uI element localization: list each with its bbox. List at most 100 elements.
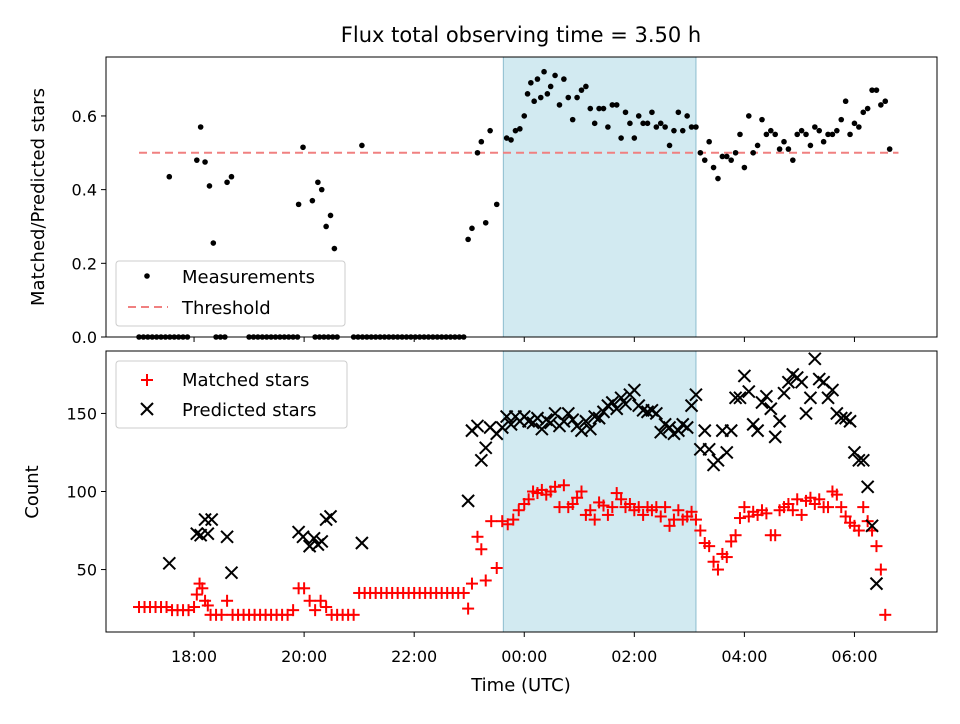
matched-stars-point [654,510,667,523]
matched-stars-point [839,510,852,523]
predicted-stars-point [728,391,743,405]
matched-stars-point [720,551,733,564]
measurement-point [578,87,585,93]
matched-stars-point [835,501,848,514]
matched-stars-point [190,588,203,601]
matched-stars-point [549,480,562,493]
measurement-point [834,127,840,134]
measurement-point [503,135,510,141]
measurement-point [537,94,544,101]
predicted-stars-point [843,414,857,428]
measurement-point [719,153,726,160]
predicted-stars-point [521,414,536,428]
matched-stars-point [215,608,228,621]
matched-stars-point [791,493,804,506]
measurement-point [873,87,880,93]
measurement-point [521,113,528,119]
measurement-point [820,138,827,145]
measurement-point [596,105,602,112]
matched-stars-point [314,594,327,607]
measurement-point [715,175,721,182]
x-tick-label: 04:00 [721,647,767,666]
measurement-point [487,127,493,134]
matched-stars-point [813,493,826,506]
measurement-point [842,98,849,105]
x-tick-label: 22:00 [391,647,437,666]
measurement-point [166,173,173,180]
predicted-stars-point [565,412,580,427]
measurement-point [759,116,765,123]
ratio-panel-y-axis: 0.0 0.2 0.4 0.6 [72,107,106,347]
matched-stars-point [804,491,817,504]
measurement-point [528,79,534,86]
matched-stars-point [201,599,214,612]
predicted-stars-point [768,430,782,444]
measurement-point [331,245,338,252]
measurement-point [856,124,862,130]
measurement-point [860,109,867,116]
measurement-point [605,124,611,130]
ratio-panel-frame [105,56,938,338]
y-tick-label: 0.0 [72,328,97,347]
measurements-legend-marker [144,273,150,279]
measurement-point [657,120,664,127]
measurement-point [517,126,523,132]
measurement-point [882,98,889,105]
measurement-point [671,127,677,134]
y-tick-label: 100 [66,483,97,502]
matched-stars-point [870,540,883,553]
count-legend-box [115,360,348,429]
measurement-point [493,201,500,208]
count-panel: 50 100 150 18:00 20:00 22:00 00:00 02:00 04:00 0… [22,350,938,666]
matched-stars-point [320,601,333,614]
measurement-point [622,109,629,116]
y-tick-label: 0.2 [72,254,97,273]
measurement-point [768,127,774,134]
x-tick-label: 00:00 [501,647,547,666]
measurement-point [745,113,752,119]
predicted-stars-point [671,423,686,438]
predicted-stars-point [724,423,738,438]
measurement-point [524,91,531,97]
measurement-point [323,223,329,230]
predicted-stars-point [746,417,760,432]
ratio-panel-y-label: Matched/Predicted stars [28,88,49,306]
y-tick-label: 150 [66,404,97,423]
measurement-point [359,142,365,149]
measurement-point [829,131,836,138]
matched-stars-point [475,543,488,556]
predicted-stars-legend-label: Predicted stars [182,400,316,421]
measurement-point [544,91,551,97]
measurement-point [763,131,770,138]
measurement-point [688,124,695,130]
count-panel-y-label: Count [22,465,43,518]
matched-stars-point [738,501,751,514]
predicted-stars-point [860,480,875,494]
matched-stars-point [623,497,636,510]
predicted-stars-point [190,526,204,541]
measurement-point [224,179,230,186]
count-panel-x-axis: 18:00 20:00 22:00 00:00 02:00 04:00 06:00 [171,632,878,666]
predicted-stars-point [821,391,835,405]
measurement-point [482,219,489,226]
measurement-point [547,83,554,90]
measurement-point [728,157,734,163]
measurement-point [723,153,730,160]
predicted-stars-point [561,406,575,421]
matched-stars-legend-label: Matched stars [182,370,309,391]
matched-stars-point [689,513,702,526]
predicted-stars-point [698,423,712,438]
predicted-stars-point [755,395,769,410]
measurement-point [552,72,558,79]
predicted-stars-point [162,556,176,571]
measurement-point [701,157,708,163]
predicted-stars-point [543,416,558,430]
predicted-stars-point [733,391,747,405]
matched-stars-point [672,504,685,517]
predicted-stars-point [198,512,212,527]
measurement-point [478,138,485,145]
matched-stars-point [512,504,525,517]
predicted-stars-point [649,406,664,421]
measurement-point [816,127,823,134]
measurement-point [587,105,594,112]
